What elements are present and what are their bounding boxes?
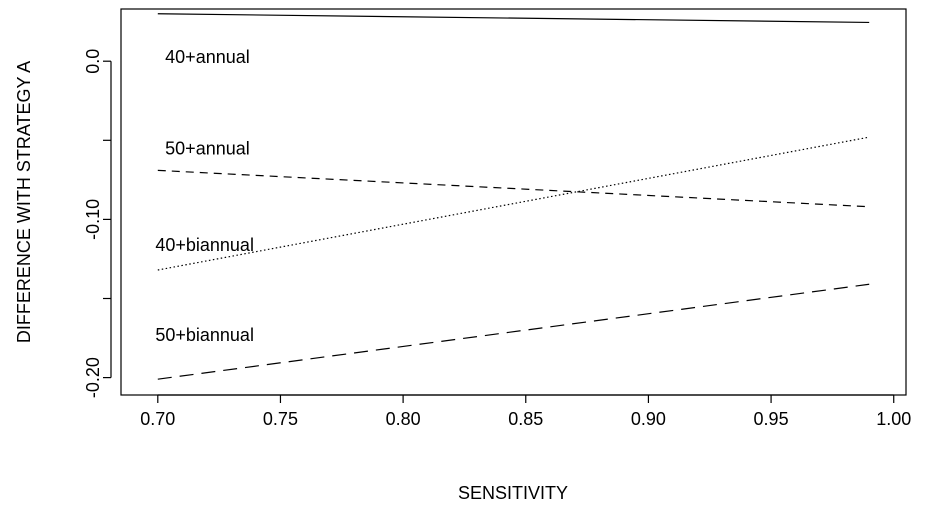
x-tick-label: 0.90 (631, 409, 666, 429)
y-axis-title: DIFFERENCE WITH STRATEGY A (14, 61, 34, 343)
series-label: 50+biannual (155, 325, 254, 345)
series-line-50+biannual (157, 283, 870, 380)
x-tick-label: 0.75 (263, 409, 298, 429)
y-tick-label: -0.20 (83, 357, 103, 398)
series-label: 40+biannual (155, 235, 254, 255)
series-lines (157, 13, 870, 380)
series-line-50+annual (157, 169, 870, 208)
y-tick-label: -0.10 (83, 199, 103, 240)
y-axis: 0.0 -0.10 -0.20 (83, 49, 112, 398)
x-tick-label: 0.80 (386, 409, 421, 429)
y-tick-label: 0.0 (83, 49, 103, 74)
x-tick-label: 0.70 (140, 409, 175, 429)
x-tick-label: 0.85 (508, 409, 543, 429)
series-line-40+annual (157, 13, 870, 24)
series-label: 40+annual (165, 47, 250, 67)
series-line-40+biannual (157, 136, 870, 271)
x-axis-title: SENSITIVITY (458, 483, 568, 503)
series-labels: 40+annual 50+annual 40+biannual 50+biannual (155, 47, 254, 345)
x-axis: 0.70 0.75 0.80 0.85 0.90 0.95 1.00 (140, 394, 911, 429)
x-tick-label: 0.95 (754, 409, 789, 429)
x-tick-label: 1.00 (876, 409, 911, 429)
series-label: 50+annual (165, 139, 250, 159)
